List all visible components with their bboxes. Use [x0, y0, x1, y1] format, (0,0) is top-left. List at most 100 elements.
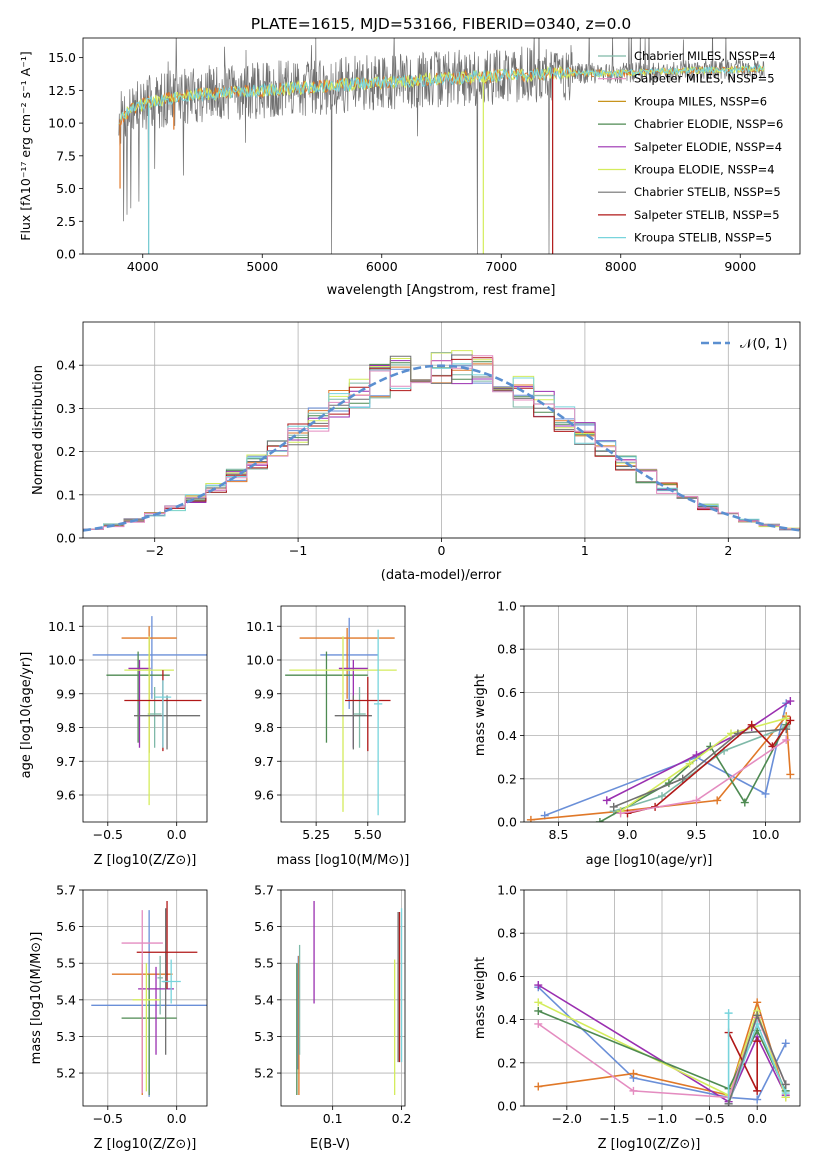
- x-tick-label: 10.0: [752, 827, 780, 842]
- x-tick-label: 5.25: [302, 827, 330, 842]
- y-tick-label: 5.5: [254, 956, 274, 971]
- x-tick-label: 8.5: [549, 827, 569, 842]
- legend-entry: Kroupa ELODIE, NSSP=4: [634, 163, 775, 177]
- weight-point-marker: [692, 796, 701, 805]
- weight-point-marker: [786, 716, 795, 725]
- x-tick-label: 0.0: [167, 827, 187, 842]
- weight-point-marker: [616, 809, 625, 818]
- residuals-panel: −2 −1 0 1 2 0.0 0.1 0.2 0.3 0.4 𝒩(0, 1) (data-mod…: [31, 321, 801, 583]
- ticks: −2 −1 0 1 2 0.0 0.1 0.2 0.3 0.4: [56, 358, 732, 558]
- weight-point-marker: [685, 759, 694, 768]
- weight-vs-age-panel: 8.5 9.0 9.5 10.0 0.0 0.2 0.4 0.6 0.8 1.0 age [log…: [473, 599, 801, 868]
- age-vs-mass-plot-area: 5.25 5.50 9.6 9.7 9.8 9.9 10.0 10.1: [246, 605, 406, 842]
- spectrum-data-line: [118, 38, 765, 254]
- x-tick-label: 0: [438, 543, 446, 558]
- weight-series-line: [613, 728, 787, 808]
- weight-series-line: [537, 984, 787, 1103]
- residuals-xlabel: (data-model)/error: [381, 568, 502, 583]
- marks: [83, 350, 800, 532]
- x-tick-label: 9.0: [618, 827, 638, 842]
- axes-frame: [523, 889, 801, 1107]
- y-tick-label: 10.0: [246, 653, 274, 668]
- y-tick-label: 5.5: [56, 956, 76, 971]
- y-tick-label: 5.4: [56, 992, 76, 1007]
- weight-point-marker: [753, 1011, 762, 1020]
- x-tick-label: 0.1: [323, 1111, 343, 1126]
- y-tick-label: 0.0: [497, 815, 517, 830]
- mass-vs-z-panel: −0.5 0.0 5.2 5.3 5.4 5.5 5.6 5.7 Z [log10(Z/Z⊙)…: [29, 883, 208, 1152]
- age-vs-z-panel: −0.5 0.0 9.6 9.7 9.8 9.9 10.0 10.1 Z [log10(Z/Z…: [19, 605, 208, 868]
- weight-point-marker: [609, 802, 618, 811]
- weight-point-marker: [786, 770, 795, 779]
- mass-vs-ebv-plot-area: 0.1 0.2 5.2 5.3 5.4 5.5 5.6 5.7: [254, 883, 411, 1127]
- weight-series-line: [606, 700, 791, 802]
- spectrum-legend: Chabrier MILES, NSSP=4 Salpeter MILES, NS…: [598, 49, 783, 245]
- x-tick-label: 1: [581, 543, 589, 558]
- y-tick-label: 7.5: [56, 148, 76, 163]
- x-tick-label: 5.50: [354, 827, 382, 842]
- y-tick-label: 0.4: [56, 358, 76, 373]
- marks: [92, 616, 207, 806]
- y-tick-label: 5.2: [254, 1066, 274, 1081]
- y-tick-label: 0.3: [56, 401, 76, 416]
- y-tick-label: 5.2: [56, 1066, 76, 1081]
- axes-frame: [280, 605, 406, 823]
- age-vs-z-ylabel: age [log10(age/yr)]: [19, 652, 34, 779]
- y-tick-label: 0.0: [56, 531, 76, 546]
- x-tick-label: 2: [724, 543, 732, 558]
- histogram-step: [83, 355, 800, 530]
- y-tick-label: 5.7: [56, 883, 76, 898]
- axes-frame: [523, 605, 801, 823]
- weight-point-marker: [629, 1069, 638, 1078]
- y-tick-label: 0.0: [56, 247, 76, 262]
- y-tick-label: 15.0: [48, 50, 76, 65]
- y-tick-label: 0.2: [56, 444, 76, 459]
- marks: [91, 900, 207, 1097]
- mass-vs-z-ylabel: mass [log10(M/M⊙)]: [29, 932, 44, 1065]
- age-vs-mass-panel: 5.25 5.50 9.6 9.7 9.8 9.9 10.0 10.1 mass [log10…: [246, 605, 409, 868]
- weight-series-line: [620, 717, 787, 812]
- x-tick-label: −0.5: [93, 827, 123, 842]
- x-tick-label: −0.5: [93, 1111, 123, 1126]
- age-vs-z-xlabel: Z [log10(Z/Z⊙)]: [94, 853, 197, 868]
- ticks: 5.25 5.50 9.6 9.7 9.8 9.9 10.0 10.1: [246, 619, 382, 842]
- x-tick-label: 4000: [127, 259, 159, 274]
- y-tick-label: 10.0: [48, 653, 76, 668]
- spectrum-plot-area: 4000 5000 6000 7000 8000 9000 0.0 2.5 5.0 7.5 10.0…: [48, 37, 801, 274]
- x-tick-label: 9.5: [687, 827, 707, 842]
- weight-point-marker: [713, 796, 722, 805]
- marks: [526, 697, 795, 822]
- y-tick-label: 0.8: [497, 642, 517, 657]
- mass-vs-ebv-panel: 0.1 0.2 5.2 5.3 5.4 5.5 5.6 5.7 E(B-V): [254, 883, 411, 1153]
- y-tick-label: 10.1: [246, 619, 274, 634]
- y-tick-label: 9.9: [56, 686, 76, 701]
- spectrum-xlabel: wavelength [Angstrom, rest frame]: [327, 283, 556, 298]
- y-tick-label: 12.5: [48, 83, 76, 98]
- y-tick-label: 0.8: [497, 926, 517, 941]
- y-tick-label: 5.6: [254, 919, 274, 934]
- weight-series-line: [727, 1013, 787, 1105]
- age-vs-z-plot-area: −0.5 0.0 9.6 9.7 9.8 9.9 10.0 10.1: [48, 605, 208, 842]
- weight-point-marker: [595, 818, 604, 822]
- y-tick-label: 0.6: [497, 685, 517, 700]
- weight-point-marker: [740, 798, 749, 807]
- ticks: −0.5 0.0 5.2 5.3 5.4 5.5 5.6 5.7: [56, 883, 187, 1127]
- weight-vs-age-xlabel: age [log10(age/yr)]: [586, 853, 713, 868]
- x-tick-label: −0.5: [694, 1111, 724, 1126]
- weight-vs-z-xlabel: Z [log10(Z/Z⊙)]: [598, 1137, 701, 1152]
- y-tick-label: 5.4: [254, 992, 274, 1007]
- grid-lines: [83, 322, 800, 539]
- ticks: 0.1 0.2 5.2 5.3 5.4 5.5 5.6 5.7: [254, 883, 411, 1127]
- mass-vs-z-plot-area: −0.5 0.0 5.2 5.3 5.4 5.5 5.6 5.7: [56, 883, 208, 1127]
- y-tick-label: 0.4: [497, 1012, 517, 1027]
- weight-point-marker: [781, 1039, 790, 1048]
- weight-vs-age-plot-area: 8.5 9.0 9.5 10.0 0.0 0.2 0.4 0.6 0.8 1.0: [497, 599, 801, 842]
- y-tick-label: 1.0: [497, 883, 517, 898]
- weight-point-marker: [534, 981, 543, 990]
- weight-point-marker: [782, 714, 791, 723]
- marks: [285, 617, 397, 816]
- spectrum-ylabel: Flux [fλ10⁻¹⁷ erg cm⁻² s⁻¹ A⁻¹]: [18, 51, 33, 240]
- residuals-legend: 𝒩(0, 1): [701, 337, 787, 352]
- y-tick-label: 9.6: [56, 788, 76, 803]
